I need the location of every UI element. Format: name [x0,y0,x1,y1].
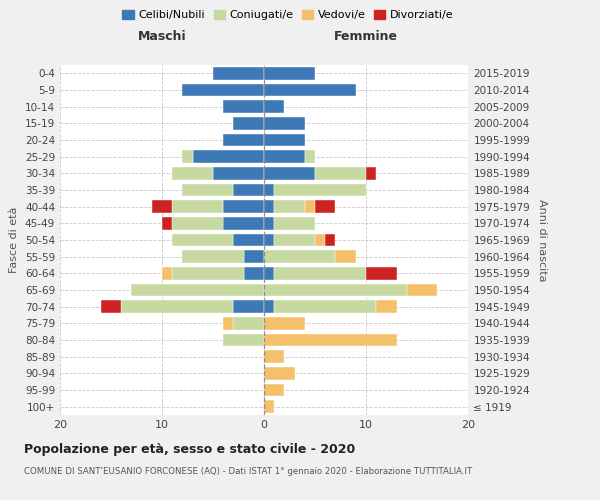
Bar [264,284,407,296]
Bar [274,300,376,313]
Bar [182,84,264,96]
Bar [264,67,315,80]
Bar [264,350,284,363]
Bar [152,200,172,213]
Bar [274,200,305,213]
Bar [233,300,264,313]
Bar [264,384,284,396]
Bar [366,267,397,280]
Bar [264,300,274,313]
Bar [264,134,305,146]
Bar [264,100,284,113]
Bar [172,200,223,213]
Bar [223,334,264,346]
Bar [233,184,264,196]
Bar [264,200,274,213]
Legend: Celibi/Nubili, Coniugati/e, Vedovi/e, Divorziati/e: Celibi/Nubili, Coniugati/e, Vedovi/e, Di… [118,6,458,25]
Bar [264,234,274,246]
Bar [264,84,356,96]
Bar [264,217,274,230]
Bar [233,117,264,130]
Bar [315,167,366,179]
Text: Maschi: Maschi [137,30,187,43]
Bar [131,284,264,296]
Bar [101,300,121,313]
Bar [172,217,223,230]
Text: Popolazione per età, sesso e stato civile - 2020: Popolazione per età, sesso e stato civil… [24,442,355,456]
Bar [274,184,366,196]
Bar [162,217,172,230]
Bar [305,150,315,163]
Bar [244,250,264,263]
Bar [335,250,356,263]
Text: Femmine: Femmine [334,30,398,43]
Bar [264,184,274,196]
Bar [264,367,295,380]
Bar [182,184,233,196]
Bar [264,400,274,413]
Bar [172,267,244,280]
Bar [182,150,193,163]
Bar [376,300,397,313]
Bar [223,100,264,113]
Bar [264,334,397,346]
Bar [315,200,335,213]
Bar [264,150,305,163]
Bar [172,167,213,179]
Y-axis label: Fasce di età: Fasce di età [10,207,19,273]
Bar [182,250,244,263]
Bar [223,200,264,213]
Bar [244,267,264,280]
Bar [233,234,264,246]
Bar [223,134,264,146]
Bar [172,234,233,246]
Bar [264,317,305,330]
Bar [213,167,264,179]
Bar [274,217,315,230]
Bar [264,250,335,263]
Bar [325,234,335,246]
Bar [213,67,264,80]
Text: COMUNE DI SANT'EUSANIO FORCONESE (AQ) - Dati ISTAT 1° gennaio 2020 - Elaborazion: COMUNE DI SANT'EUSANIO FORCONESE (AQ) - … [24,468,472,476]
Bar [305,200,315,213]
Bar [274,234,315,246]
Y-axis label: Anni di nascita: Anni di nascita [537,198,547,281]
Bar [407,284,437,296]
Bar [223,317,233,330]
Bar [264,267,274,280]
Bar [315,234,325,246]
Bar [366,167,376,179]
Bar [121,300,233,313]
Bar [274,267,366,280]
Bar [264,117,305,130]
Bar [193,150,264,163]
Bar [233,317,264,330]
Bar [264,167,315,179]
Bar [162,267,172,280]
Bar [223,217,264,230]
